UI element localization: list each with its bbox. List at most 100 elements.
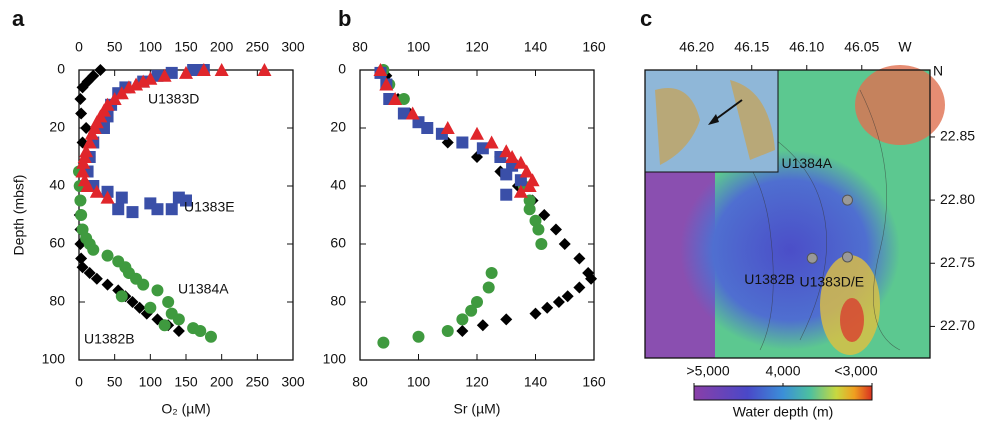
point [477,319,489,331]
point [75,209,87,221]
point [137,279,149,291]
point [413,331,425,343]
y-tick-label: 22.85 [940,128,975,144]
point [465,305,477,317]
x-tick-label-top: 100 [407,39,431,55]
point [573,282,585,294]
point [87,244,99,256]
x-tick-label: 150 [174,374,198,390]
x-tick-label: 120 [465,374,489,390]
site-label: U1384A [781,155,832,171]
x-tick-label-top: 140 [524,39,548,55]
y-axis-label: Depth (mbsf) [11,175,27,256]
colorbar-label: Water depth (m) [733,404,834,420]
x-tick-label: 160 [582,374,606,390]
y-tick-label: 22.70 [940,317,975,333]
point [524,203,536,215]
point [377,337,389,349]
y-tick-label: 22.80 [940,191,975,207]
x-axis-label: Sr (µM) [454,401,501,417]
site [842,252,852,262]
point [553,296,565,308]
point [470,127,484,140]
point [456,313,468,325]
point [483,282,495,294]
point [144,302,156,314]
point [102,279,114,291]
figure: a005050100100150150200200250250300300020… [0,0,981,424]
site-label: U1383D/E [799,274,864,290]
x-tick-label-top: 120 [465,39,489,55]
site [842,195,852,205]
point [456,325,468,337]
point [102,250,114,262]
y-tick-label: 100 [323,351,347,367]
y-tick-label: 0 [338,61,346,77]
x-tick-label-top: 150 [174,39,198,55]
point [173,325,185,337]
point [75,108,87,120]
panel-label: c [640,6,652,31]
y-tick-label: 40 [330,177,346,193]
y-tick-label: 0 [57,61,65,77]
point [532,224,544,236]
x-tick-label: 46.10 [789,39,824,55]
point [500,189,512,201]
point [151,284,163,296]
x-tick-label-top: 80 [352,39,368,55]
x-tick-label: 46.15 [734,39,769,55]
y-tick-label: 80 [330,293,346,309]
y-tick-label: 80 [49,293,65,309]
point [500,168,512,180]
point [562,290,574,302]
point [205,331,217,343]
y-tick-label: 20 [330,119,346,135]
panel-label: a [12,6,25,31]
x-tick-label: 46.05 [844,39,879,55]
point [541,302,553,314]
x-tick-label: 0 [75,374,83,390]
colorbar [694,386,872,400]
y-tick-label: 100 [42,351,66,367]
point [194,325,206,337]
point [173,313,185,325]
x-tick-label: 250 [246,374,270,390]
point [500,313,512,325]
point [127,206,139,218]
x-tick-label-top: 100 [139,39,163,55]
series-label: U1384A [178,281,229,297]
point [74,195,86,207]
panel-label: b [338,6,351,31]
point [573,253,585,265]
x-tick-label-top: 300 [281,39,305,55]
plot-frame [360,70,594,360]
y-tick-label: 20 [49,119,65,135]
point [485,136,499,149]
x-tick-label-top: 250 [246,39,270,55]
colorbar-tick-label: 4,000 [765,363,800,379]
x-tick-label: 100 [139,374,163,390]
x-axis-label: O₂ (µM) [161,401,210,417]
point [116,192,128,204]
y-tick-label: 60 [330,235,346,251]
site-label: U1382B [744,271,795,287]
point [456,137,468,149]
x-tick-label: 46.20 [679,39,714,55]
site [807,253,817,263]
x-tick-label-top: 160 [582,39,606,55]
point [74,93,86,105]
x-tick-label: 50 [107,374,123,390]
x-tick-label: 300 [281,374,305,390]
x-tick-label-top: 200 [210,39,234,55]
x-direction: W [898,39,912,55]
colorbar-tick-label: >5,000 [686,363,729,379]
point [421,122,433,134]
point [535,238,547,250]
series-label: U1383E [184,199,235,215]
point [486,267,498,279]
x-tick-label: 140 [524,374,548,390]
y-tick-label: 40 [49,177,65,193]
x-tick-label-top: 0 [75,39,83,55]
point [559,238,571,250]
point [162,296,174,308]
